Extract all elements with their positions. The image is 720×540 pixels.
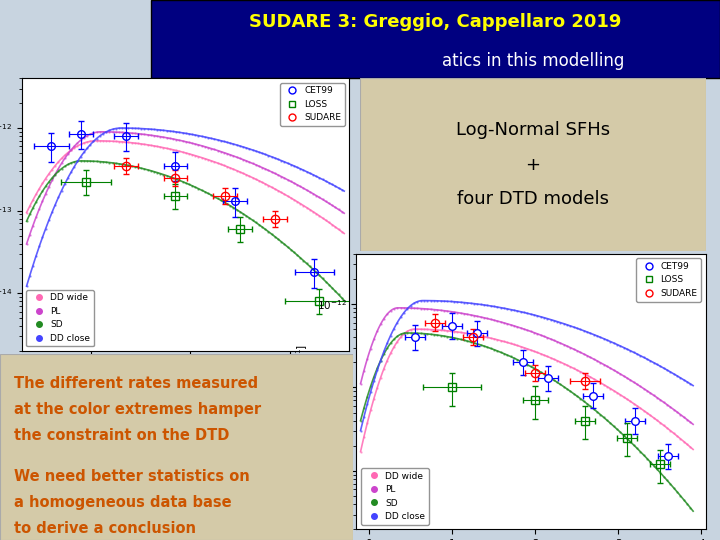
- Text: to derive a conclusion: to derive a conclusion: [14, 521, 196, 536]
- Text: the constraint on the DTD: the constraint on the DTD: [14, 428, 230, 443]
- Text: at the color extremes hamper: at the color extremes hamper: [14, 402, 261, 417]
- X-axis label: $(B - K)_{AB}$: $(B - K)_{AB}$: [161, 376, 210, 390]
- FancyBboxPatch shape: [0, 354, 353, 540]
- Text: atics in this modelling: atics in this modelling: [441, 52, 624, 70]
- Y-axis label: SN rate $[M_\odot^{-1}\,\mathrm{yr}^{-1}]$: SN rate $[M_\odot^{-1}\,\mathrm{yr}^{-1}…: [294, 344, 311, 439]
- Text: Log-Normal SFHs
+
four DTD models: Log-Normal SFHs + four DTD models: [456, 121, 610, 208]
- Legend: DD wide, PL, SD, DD close: DD wide, PL, SD, DD close: [361, 468, 429, 525]
- FancyBboxPatch shape: [151, 0, 720, 78]
- Text: SUDARE 3: Greggio, Cappellaro 2019: SUDARE 3: Greggio, Cappellaro 2019: [249, 13, 622, 31]
- Text: We need better statistics on: We need better statistics on: [14, 469, 250, 484]
- Text: a homogeneous data base: a homogeneous data base: [14, 495, 232, 510]
- FancyBboxPatch shape: [360, 78, 706, 251]
- Legend: DD wide, PL, SD, DD close: DD wide, PL, SD, DD close: [26, 290, 94, 347]
- Text: The different rates measured: The different rates measured: [14, 376, 258, 391]
